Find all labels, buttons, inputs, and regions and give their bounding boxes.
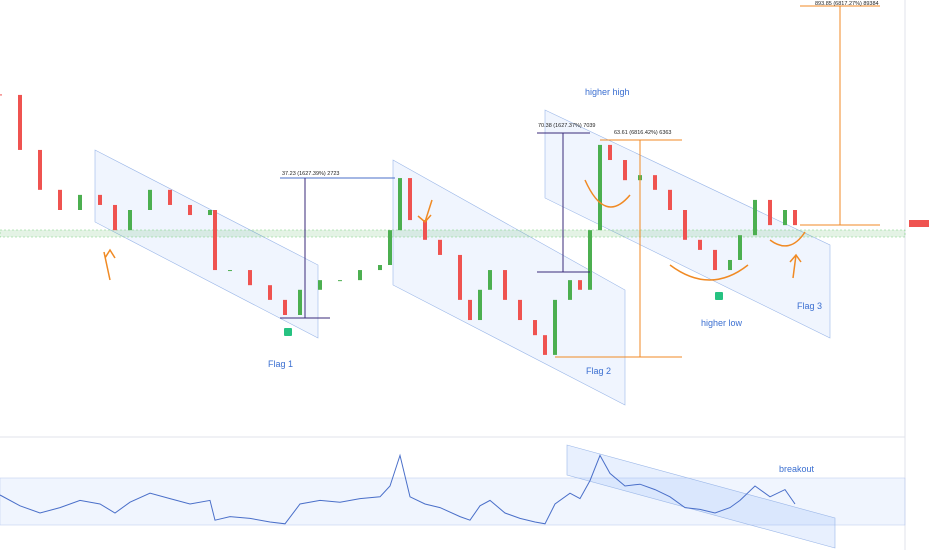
candle: [568, 280, 572, 300]
candle: [188, 204, 192, 216]
rsi-band: [0, 477, 906, 526]
candle: [423, 220, 427, 240]
annotation-label: 70.38 (1627.37%) 7039: [538, 123, 596, 129]
candle: [338, 280, 342, 282]
annotation-label: higher high: [585, 87, 630, 97]
signal-icon: [284, 328, 292, 336]
candle: [518, 299, 522, 321]
arrow: [103, 248, 116, 281]
arrow: [789, 253, 802, 279]
candle: [623, 160, 627, 181]
candle: [268, 285, 272, 300]
candle: [148, 189, 152, 210]
candle: [283, 299, 287, 315]
signal-icon: [715, 292, 723, 300]
annotation-label: Flag 1: [268, 359, 293, 369]
annotation-label: 37.23 (1627.39%) 2723: [282, 171, 340, 177]
candle: [378, 265, 382, 271]
annotation-label: 893.85 (6817.27%) 89384: [815, 1, 879, 7]
candle: [0, 94, 2, 96]
candle: [793, 210, 797, 226]
candle: [578, 280, 582, 290]
rsi-channel: [566, 444, 836, 549]
annotation-label: Flag 3: [797, 301, 822, 311]
candle: [738, 235, 742, 260]
candle: [468, 299, 472, 321]
curve: [584, 179, 631, 208]
marks: [0, 94, 797, 525]
annotation-label: Flag 2: [586, 366, 611, 376]
candle: [438, 239, 442, 255]
candle: [478, 289, 482, 321]
candle: [248, 270, 252, 286]
candle: [78, 194, 82, 210]
candle: [398, 178, 402, 231]
candle: [213, 210, 217, 271]
curve: [669, 264, 749, 281]
candle: [588, 230, 592, 290]
candle: [728, 259, 732, 271]
candle: [533, 320, 537, 336]
candle: [503, 270, 507, 300]
flag-3-channel: [544, 109, 831, 339]
candle: [668, 189, 672, 210]
annotation-labels: higher high Flag 1 Flag 2 Flag 3 higher low b…: [268, 1, 879, 474]
annotation-label: breakout: [779, 464, 815, 474]
candle: [553, 299, 557, 355]
candle: [753, 199, 757, 236]
annotation-label: higher low: [701, 318, 743, 328]
candle: [208, 210, 212, 216]
candle: [488, 270, 492, 290]
candle: [598, 144, 602, 231]
candle: [783, 210, 787, 226]
candle: [98, 194, 102, 205]
candle: [543, 335, 547, 355]
candle: [408, 178, 412, 221]
flag-2-channel: [392, 159, 626, 406]
rsi-line: [0, 453, 796, 525]
arrow: [417, 199, 433, 224]
annotation-label: 63.61 (6816.42%) 6363: [614, 130, 672, 136]
candle: [113, 204, 117, 231]
candle: [608, 144, 612, 161]
candle: [683, 210, 687, 240]
candle: [18, 94, 22, 150]
annotations: [103, 5, 880, 358]
candle: [653, 175, 657, 190]
candle: [128, 210, 132, 231]
candle: [458, 254, 462, 300]
candle: [58, 189, 62, 210]
support-zone: [0, 229, 906, 238]
candle: [698, 239, 702, 250]
candle: [318, 280, 322, 290]
candle: [388, 230, 392, 266]
candle: [38, 149, 42, 190]
candle: [168, 189, 172, 205]
candle: [713, 249, 717, 271]
candle: [298, 289, 302, 315]
price-label: [909, 220, 929, 227]
candle: [768, 199, 772, 226]
candle: [228, 270, 232, 272]
curve: [769, 231, 806, 247]
candle: [358, 270, 362, 281]
